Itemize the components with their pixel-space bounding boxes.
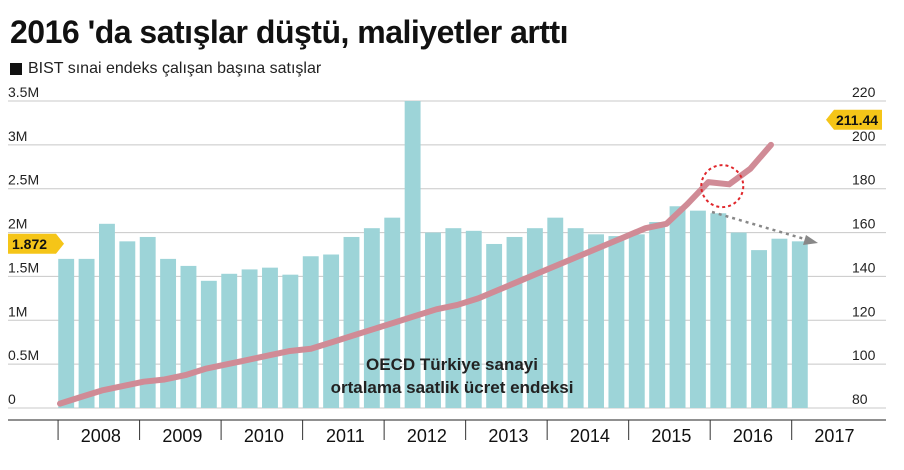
left-tick-label: 0 [8, 391, 16, 407]
bar [628, 234, 645, 408]
bar [221, 273, 238, 408]
right-tick-label: 80 [852, 391, 868, 407]
start-value-label: 1.872 [12, 236, 47, 252]
left-tick-label: 2M [8, 216, 27, 232]
bar [200, 280, 217, 408]
bar [262, 267, 278, 408]
bar [343, 236, 360, 408]
left-tick-label: 2.5M [8, 172, 39, 188]
bar [241, 269, 258, 408]
right-tick-label: 200 [852, 128, 876, 144]
right-tick-label: 180 [852, 172, 876, 188]
bar [384, 217, 401, 408]
bar [445, 228, 462, 408]
bar [78, 258, 95, 408]
annotation-line: ortalama saatlik ücret endeksi [331, 378, 574, 397]
year-label: 2015 [651, 426, 691, 446]
legend-square-icon [10, 63, 22, 75]
left-tick-label: 3.5M [8, 84, 39, 100]
right-tick-label: 120 [852, 303, 876, 319]
right-tick-label: 220 [852, 84, 876, 100]
year-label: 2017 [814, 426, 854, 446]
bar [689, 210, 706, 408]
bar [486, 243, 503, 408]
year-label: 2009 [162, 426, 202, 446]
bar [180, 265, 197, 408]
bar [302, 256, 319, 408]
year-label: 2014 [570, 426, 610, 446]
bar [791, 241, 808, 408]
bar [282, 274, 299, 408]
highlight-circle [700, 164, 745, 209]
bar [139, 236, 156, 408]
bar [649, 222, 666, 408]
bar [404, 101, 421, 408]
year-label: 2008 [81, 426, 121, 446]
legend-label: BIST sınai endeks çalışan başına satışla… [28, 60, 322, 77]
left-tick-label: 3M [8, 128, 27, 144]
start-value-badge [8, 233, 64, 254]
bar [608, 236, 625, 408]
trend-arrow [711, 210, 809, 242]
chart-title: 2016 'da satışlar düştü, maliyetler artt… [10, 14, 569, 50]
right-tick-label: 140 [852, 259, 876, 275]
bar [58, 258, 75, 408]
bar [669, 206, 686, 408]
year-label: 2010 [244, 426, 284, 446]
year-label: 2016 [733, 426, 773, 446]
bar [465, 230, 482, 408]
end-value-badge [826, 109, 882, 130]
bar [730, 232, 747, 408]
bar [710, 213, 727, 408]
left-tick-label: 0.5M [8, 347, 39, 363]
trend-arrow-head [803, 235, 818, 245]
bar [363, 228, 380, 408]
series-line [57, 141, 774, 407]
right-tick-label: 160 [852, 216, 876, 232]
left-tick-label: 1.5M [8, 259, 39, 275]
bar [771, 238, 788, 408]
left-tick-label: 1M [8, 303, 27, 319]
bar [425, 232, 441, 408]
bar [160, 258, 177, 408]
bar [98, 223, 115, 408]
bar [323, 254, 340, 408]
bar [588, 234, 604, 408]
end-value-label: 211.44 [836, 112, 878, 128]
bar [567, 228, 584, 408]
legend: BIST sınai endeks çalışan başına satışla… [10, 60, 321, 78]
year-label: 2011 [326, 426, 365, 446]
year-label: 2012 [407, 426, 447, 446]
right-tick-label: 100 [852, 347, 876, 363]
annotation-line: OECD Türkiye sanayi [366, 355, 538, 374]
bar [119, 241, 136, 408]
bar [751, 250, 768, 408]
year-label: 2013 [488, 426, 528, 446]
